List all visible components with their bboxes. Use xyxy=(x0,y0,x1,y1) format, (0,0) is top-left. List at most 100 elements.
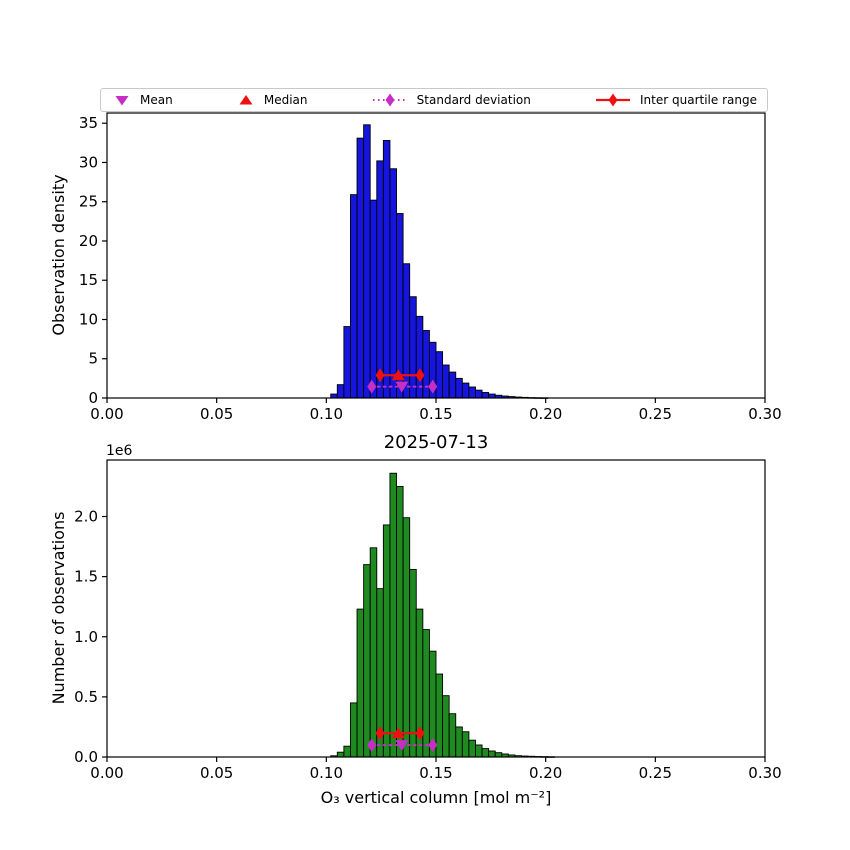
bar xyxy=(475,389,483,399)
legend-label-median: Median xyxy=(263,93,308,107)
top-ylabel: Observation density xyxy=(49,174,68,335)
std-high-marker xyxy=(428,379,438,394)
bar xyxy=(455,377,463,399)
q1-marker xyxy=(375,726,385,741)
y-tick-label: 5 xyxy=(88,350,98,368)
x-tick-label: 0.10 xyxy=(310,764,343,782)
top-axes: 0.00 0.05 0.10 0.15 0.20 0.25 0.30 0 5 10 15 20 25 30… xyxy=(79,112,782,423)
bar xyxy=(481,392,490,399)
bar xyxy=(369,199,378,399)
bar xyxy=(402,517,411,758)
bottom-axes: 0.00 0.05 0.10 0.15 0.20 0.25 0.30 0.0 0.5 1.0 1.5… xyxy=(74,459,782,782)
legend-label-mean: Mean xyxy=(140,93,173,107)
median-marker xyxy=(391,369,405,381)
y-tick-label: 1.0 xyxy=(74,628,98,646)
x-tick-label: 0.15 xyxy=(419,764,452,782)
x-tick-label: 0.00 xyxy=(90,764,123,782)
q3-marker xyxy=(415,726,425,741)
y-tick-label: 1.5 xyxy=(74,568,98,586)
bar xyxy=(448,371,457,399)
median-marker-shape xyxy=(239,95,253,105)
legend-label-std: Standard deviation xyxy=(416,93,531,107)
y-axis-offset-label: 1e6 xyxy=(106,443,133,459)
bar xyxy=(442,364,450,399)
y-tick-label: 0 xyxy=(88,389,98,407)
y-tick-label: 35 xyxy=(79,114,98,132)
std-legend-diamond xyxy=(385,93,395,107)
bar xyxy=(350,702,358,758)
x-tick-label: 0.10 xyxy=(310,405,343,423)
bar xyxy=(382,140,391,399)
bar xyxy=(442,695,450,758)
bar xyxy=(422,629,430,758)
bar xyxy=(343,745,351,758)
bar xyxy=(336,751,345,758)
bar xyxy=(422,330,430,399)
mean-marker-shape xyxy=(115,96,129,106)
bar xyxy=(356,137,365,399)
bar xyxy=(350,194,358,399)
stat-markers xyxy=(367,726,438,753)
bar xyxy=(409,568,417,758)
x-tick-label: 0.20 xyxy=(529,405,562,423)
bar xyxy=(448,713,457,758)
mean-marker xyxy=(395,740,409,752)
legend-item-std: Standard deviation xyxy=(372,91,531,109)
std-deviation-diamond-icon xyxy=(372,93,407,107)
y-tick-label: 20 xyxy=(79,232,98,250)
bar xyxy=(389,168,397,399)
q3-marker xyxy=(415,368,425,383)
x-tick-label: 0.15 xyxy=(419,405,452,423)
bar xyxy=(376,160,384,399)
y-tick-label: 2.0 xyxy=(74,508,98,526)
bar xyxy=(396,213,404,399)
std-low-marker xyxy=(367,738,377,753)
histogram-bars xyxy=(330,124,549,399)
bar xyxy=(343,326,351,399)
std-low-marker xyxy=(367,379,377,394)
legend: Mean Median Standard deviation Inter qua… xyxy=(100,88,768,112)
y-tick-label: 0.5 xyxy=(74,688,98,706)
bar xyxy=(435,351,444,399)
bar xyxy=(363,564,371,758)
bar xyxy=(461,731,470,758)
x-tick-label: 0.20 xyxy=(529,764,562,782)
x-tick-label: 0.05 xyxy=(200,405,233,423)
legend-item-median: Median xyxy=(237,91,308,109)
bar xyxy=(382,524,391,758)
iqr-legend-diamond xyxy=(608,93,618,107)
legend-item-iqr: Inter quartile range xyxy=(595,91,757,109)
y-tick-label: 10 xyxy=(79,310,98,328)
x-tick-label: 0.30 xyxy=(748,405,781,423)
legend-label-iqr: Inter quartile range xyxy=(640,93,757,107)
bar xyxy=(468,386,476,399)
x-tick-label: 0.25 xyxy=(639,764,672,782)
bar xyxy=(389,472,397,758)
bar xyxy=(475,744,483,758)
x-tick-label: 0.05 xyxy=(200,764,233,782)
bar xyxy=(455,726,463,758)
bar xyxy=(396,486,404,758)
q1-marker xyxy=(375,368,385,383)
median-marker xyxy=(391,727,405,739)
legend-item-mean: Mean xyxy=(113,91,173,109)
mean-triangle-down-icon xyxy=(115,96,129,106)
bar xyxy=(363,124,371,399)
subplot-title: 2025-07-13 xyxy=(384,432,489,453)
bar xyxy=(336,384,345,399)
x-tick-label: 0.30 xyxy=(748,764,781,782)
iqr-diamond-icon xyxy=(596,93,631,107)
stat-markers xyxy=(367,368,438,394)
bar xyxy=(369,547,378,758)
mean-marker xyxy=(395,381,409,393)
bottom-ylabel: Number of observations xyxy=(49,512,68,705)
x-tick-label: 0.25 xyxy=(639,405,672,423)
bar xyxy=(402,263,411,399)
std-high-marker xyxy=(428,738,438,753)
y-tick-label: 0.0 xyxy=(74,748,98,766)
bar xyxy=(461,382,470,399)
y-tick-label: 30 xyxy=(79,153,98,171)
bar xyxy=(494,752,503,758)
